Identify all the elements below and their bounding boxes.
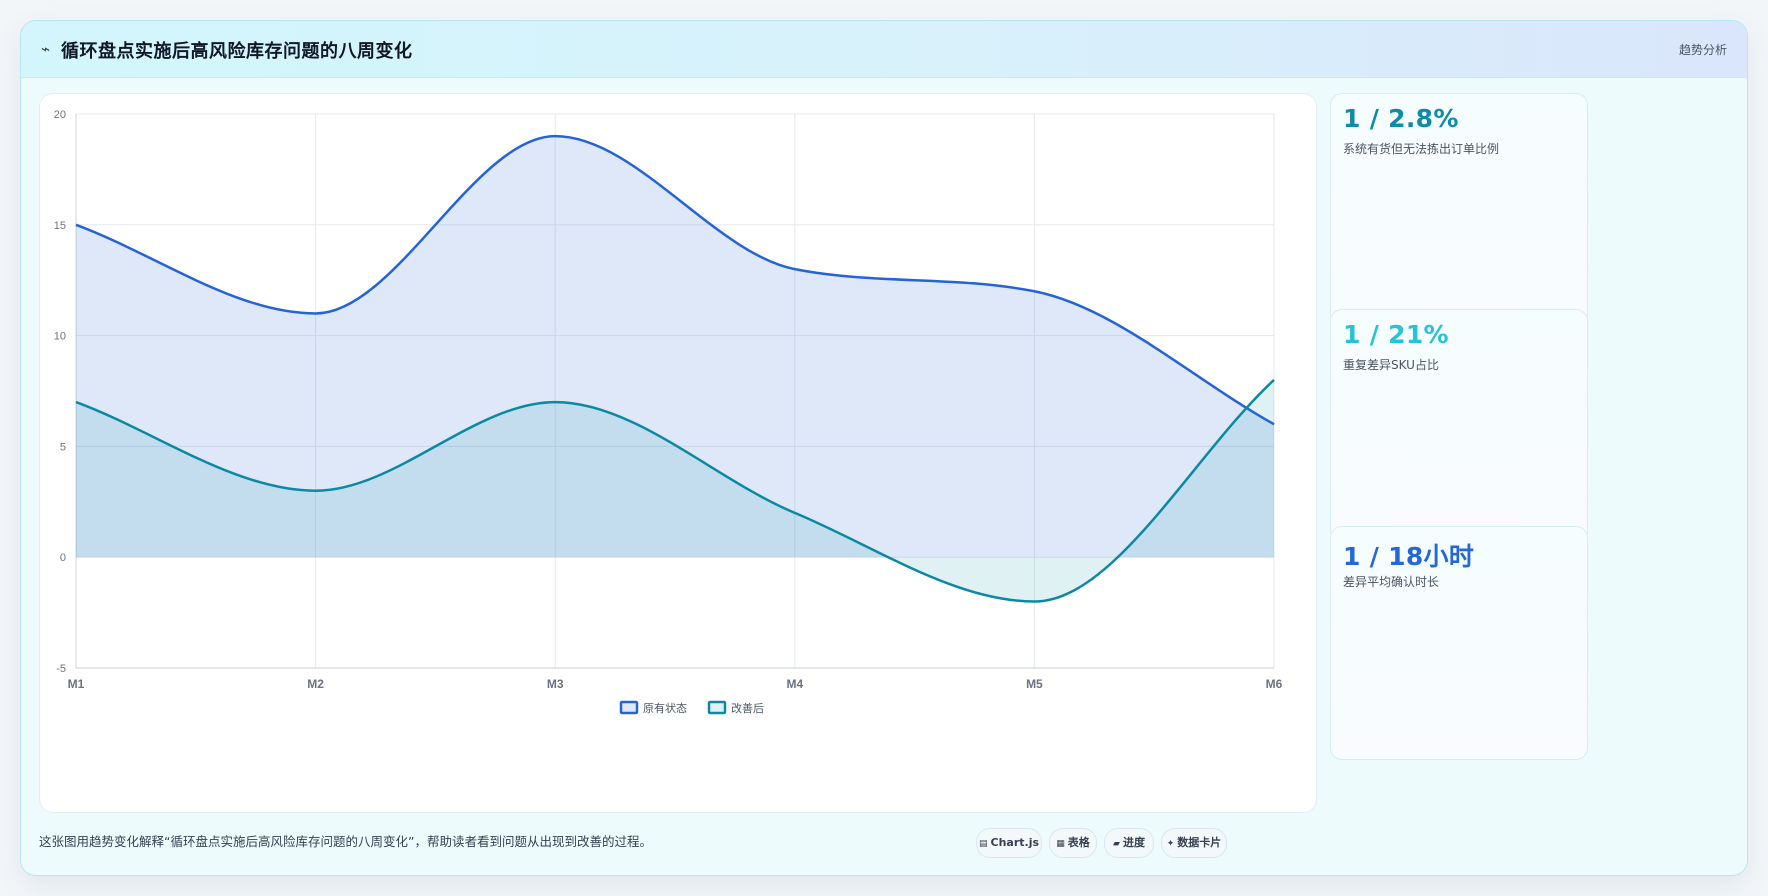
stat-label: 差异平均确认时长 [1343,575,1440,589]
trend-line-icon: ⌁ [41,40,51,58]
chip-label: Chart.js [990,836,1040,849]
stat-label: 系统有货但无法拣出订单比例 [1343,142,1500,156]
chip-label: 表格 [1067,836,1090,849]
x-tick-label: M5 [1026,677,1043,691]
card-header: ⌁ 循环盘点实施后高风险库存问题的八周变化 趋势分析 [21,21,1747,78]
chart-panel: -5 0 5 10 15 20 M1 M2 M3 M4 M5 M6 原有状态 改善后 [39,93,1317,813]
chip-data-cards[interactable]: ✦ 数据卡片 [1161,828,1227,858]
x-tick-label: M2 [307,677,324,691]
chip-label: 进度 [1122,836,1145,849]
y-tick-label: -5 [56,663,66,675]
y-tick-label: 20 [54,109,66,121]
chart-description: 这张图用趋势变化解释“循环盘点实施后高风险库存问题的八周变化”，帮助读者看到问题… [39,834,652,849]
x-tick-label: M6 [1266,677,1283,691]
legend-swatch [707,700,727,715]
stat-card-picking: 1 / 2.8% 系统有货但无法拣出订单比例 [1330,93,1588,327]
legend-label: 改善后 [731,701,764,715]
stat-card-sku: 1 / 21% 重复差异SKU占比 [1330,309,1588,543]
stat-card-duration: 1 / 18小时 差异平均确认时长 [1330,526,1588,760]
chip-chartjs[interactable]: ▤ Chart.js [976,828,1042,858]
chip-table[interactable]: ▦ 表格 [1049,828,1097,858]
chip-progress[interactable]: ▰ 进度 [1104,828,1154,858]
line-chart: -5 0 5 10 15 20 M1 M2 M3 M4 M5 M6 原有状态 改善后 [54,109,1283,715]
y-tick-label: 15 [54,220,66,232]
series-line-1 [75,379,1275,603]
x-tick-label: M1 [68,677,85,691]
chip-label: 数据卡片 [1177,836,1222,849]
y-tick-label: 10 [54,331,66,343]
x-tick-label: M4 [786,677,803,691]
stat-label: 重复差异SKU占比 [1343,358,1439,372]
stat-value: 1 / 18小时 [1343,542,1475,571]
table-icon: ▦ [1056,839,1065,849]
stat-value: 1 / 21% [1343,320,1449,349]
header-tag: 趋势分析 [1678,43,1727,57]
page-title: 循环盘点实施后高风险库存问题的八周变化 [61,41,413,62]
y-tick-label: 0 [60,552,66,564]
stat-value: 1 / 2.8% [1343,104,1459,133]
series-area-1 [76,379,1274,602]
x-tick-label: M3 [547,677,564,691]
legend-swatch [619,700,639,715]
progress-icon: ▰ [1113,839,1120,849]
chart-icon: ▤ [978,839,988,849]
series-line-0 [75,134,1275,426]
sparkle-icon: ✦ [1166,839,1175,849]
trend-card: ⌁ 循环盘点实施后高风险库存问题的八周变化 趋势分析 -5 0 5 10 15 20 M1 M… [20,20,1748,876]
y-tick-label: 5 [60,441,66,453]
series-area-0 [76,136,1274,558]
legend-label: 原有状态 [643,701,687,715]
